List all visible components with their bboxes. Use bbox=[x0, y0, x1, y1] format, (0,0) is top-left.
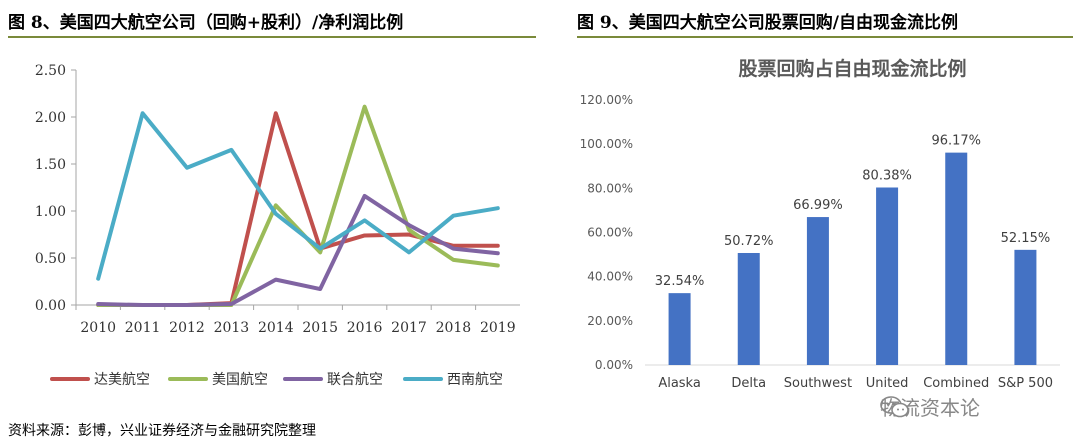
legend-label: 美国航空 bbox=[212, 372, 268, 388]
x-tick-label: 2019 bbox=[480, 320, 516, 336]
y-tick-label: 20.00% bbox=[587, 314, 633, 328]
y-tick-label: 0.00 bbox=[35, 298, 66, 314]
source-note: 资料来源：彭博，兴业证券经济与金融研究院整理 bbox=[8, 423, 316, 439]
x-tick-label: 2018 bbox=[436, 320, 472, 336]
y-tick-label: 60.00% bbox=[587, 226, 633, 240]
y-tick-label: 80.00% bbox=[587, 181, 633, 195]
figure9-title-rule bbox=[577, 36, 1073, 38]
x-tick-label: Combined bbox=[923, 376, 989, 391]
legend-label: 达美航空 bbox=[94, 372, 150, 388]
x-tick-label: 2013 bbox=[214, 320, 250, 336]
wechat-icon bbox=[880, 395, 909, 417]
series-line-3 bbox=[96, 193, 500, 307]
x-tick-label: 2017 bbox=[391, 320, 427, 336]
bar-data-label: 50.72% bbox=[724, 234, 774, 249]
bar-data-label: 80.38% bbox=[862, 168, 912, 183]
bar bbox=[806, 217, 829, 365]
x-tick-label: S&P 500 bbox=[998, 376, 1053, 391]
x-tick-label: 2012 bbox=[169, 320, 205, 336]
series-line-2 bbox=[96, 104, 500, 307]
y-tick-label: 0.50 bbox=[35, 251, 66, 267]
y-tick-label: 40.00% bbox=[587, 270, 633, 284]
x-tick-label: 2014 bbox=[258, 320, 294, 336]
watermark: 物流资本论 bbox=[880, 392, 980, 421]
x-tick-label: Alaska bbox=[658, 376, 701, 391]
bar-data-label: 66.99% bbox=[793, 198, 843, 213]
y-tick-label: 1.00 bbox=[35, 204, 66, 220]
x-tick-label: 2011 bbox=[125, 320, 161, 336]
bar-data-label: 96.17% bbox=[931, 134, 981, 149]
figure8-title-rule bbox=[8, 36, 536, 38]
bar bbox=[737, 252, 760, 365]
y-tick-label: 100.00% bbox=[580, 137, 633, 151]
bar bbox=[876, 187, 899, 365]
y-tick-label: 2.00 bbox=[35, 110, 66, 126]
bar-data-label: 52.15% bbox=[1001, 231, 1051, 246]
x-tick-label: 2016 bbox=[347, 320, 383, 336]
x-tick-label: 2015 bbox=[302, 320, 338, 336]
x-tick-label: 2010 bbox=[80, 320, 116, 336]
x-tick-label: Southwest bbox=[784, 376, 852, 391]
y-tick-label: 1.50 bbox=[35, 157, 66, 173]
x-tick-label: United bbox=[866, 376, 909, 391]
bar-data-label: 32.54% bbox=[655, 274, 705, 289]
y-tick-label: 2.50 bbox=[35, 63, 66, 79]
bar bbox=[945, 152, 968, 365]
series-line-4 bbox=[96, 111, 500, 281]
bar bbox=[1014, 249, 1037, 365]
y-tick-label: 0.00% bbox=[595, 358, 633, 372]
legend-label: 联合航空 bbox=[327, 372, 383, 388]
chart-title: 股票回购占自由现金流比例 bbox=[738, 57, 966, 80]
figure9-title: 图 9、美国四大航空公司股票回购/自由现金流比例 bbox=[577, 13, 958, 33]
series-line-1 bbox=[96, 111, 500, 307]
bar-chart: 股票回购占自由现金流比例 0.00% 20.00% 40.00% 60.00% 80.00… bbox=[580, 57, 1060, 391]
line-chart: 0.00 0.50 1.00 1.50 2.00 2.50 2010 2011 2012 2013… bbox=[35, 63, 520, 388]
legend-label: 西南航空 bbox=[447, 372, 503, 388]
y-tick-label: 120.00% bbox=[580, 93, 633, 107]
figure8-title: 图 8、美国四大航空公司（回购+股利）/净利润比例 bbox=[8, 13, 404, 33]
x-tick-label: Delta bbox=[731, 376, 766, 391]
bar bbox=[668, 293, 691, 365]
